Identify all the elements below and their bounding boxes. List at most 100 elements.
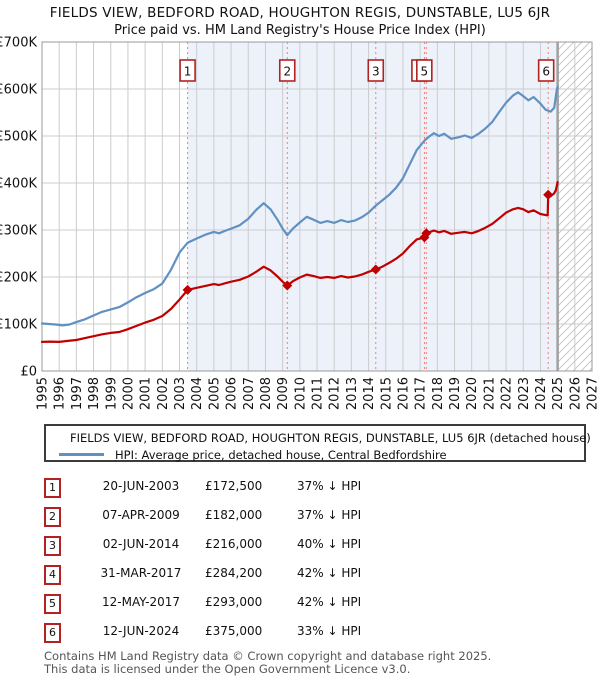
hpi-line: [40, 85, 559, 327]
ownership-period-shading: [187, 42, 558, 371]
svg-text:2006: 2006: [225, 377, 240, 410]
sale-price: £293,000: [205, 595, 263, 609]
sale-number-badge: 5: [44, 594, 61, 614]
sale-price: £216,000: [205, 537, 263, 551]
copyright-footer: Contains HM Land Registry data © Crown c…: [44, 650, 491, 676]
page-title: FIELDS VIEW, BEDFORD ROAD, HOUGHTON REGI…: [49, 5, 551, 21]
svg-text:1: 1: [184, 65, 192, 79]
sale-price: £172,500: [205, 479, 263, 493]
sale-pct-vs-hpi: 37% ↓ HPI: [297, 479, 362, 493]
price-history-chart: 1 2 3 5 6 £0 £100K £200K £300K £400K £500K £600K £70…: [0, 36, 600, 411]
sale-flag-3: [367, 59, 385, 82]
svg-text:£600K: £600K: [0, 83, 37, 98]
legend-label-hpi: HPI: Average price, detached house, Cent…: [115, 447, 447, 462]
sale-number-badge: 3: [44, 536, 61, 556]
svg-text:2019: 2019: [448, 377, 463, 410]
svg-text:£700K: £700K: [0, 36, 37, 51]
sale-marker-1: [182, 284, 193, 295]
svg-text:2017: 2017: [414, 377, 429, 410]
svg-text:2005: 2005: [207, 377, 222, 410]
sale-marker-3: [370, 264, 381, 275]
svg-text:2020: 2020: [465, 377, 480, 410]
svg-text:2018: 2018: [431, 377, 446, 410]
sale-number-badge: 6: [44, 623, 61, 643]
sale-flag-1: [179, 59, 196, 82]
sale-flag-5: [416, 59, 433, 82]
svg-text:£500K: £500K: [0, 130, 37, 145]
sale-date: 12-JUN-2024: [102, 624, 180, 638]
sale-date: 07-APR-2009: [102, 508, 180, 522]
sale-date: 31-MAR-2017: [100, 566, 182, 580]
legend-entry-hpi: HPI: Average price, detached house, Cent…: [46, 446, 584, 463]
svg-text:6: 6: [542, 65, 550, 79]
svg-text:£400K: £400K: [0, 177, 37, 192]
svg-text:2022: 2022: [500, 377, 515, 410]
svg-text:2012: 2012: [328, 377, 343, 410]
sale-row-3: 3 02-JUN-2014 £216,000 40% ↓ HPI: [44, 534, 584, 563]
legend-swatch-hpi-line: [59, 453, 104, 456]
svg-text:2011: 2011: [311, 377, 326, 410]
svg-text:2003: 2003: [173, 377, 188, 410]
sale-marker-5: [421, 228, 432, 239]
svg-text:2023: 2023: [517, 377, 532, 410]
svg-text:2013: 2013: [345, 377, 360, 410]
sale-number-badge: 1: [44, 478, 61, 498]
svg-text:2026: 2026: [568, 377, 583, 410]
x-axis-labels: 1995 1996 1997 1998 1999 2000 2001 2002 2003 2004…: [36, 377, 600, 410]
sale-flag-6: [537, 59, 555, 82]
sale-price: £284,200: [205, 566, 263, 580]
svg-text:£200K: £200K: [0, 271, 37, 286]
sale-number-flags: 1 2 3 5 6: [179, 59, 555, 82]
sale-number-badge: 2: [44, 507, 61, 527]
chart-render-root: 1 2 3 5 6 £0 £100K £200K £300K £400K £500K £600K £70…: [0, 36, 600, 411]
svg-text:2002: 2002: [156, 377, 171, 410]
sale-marker-2: [282, 280, 293, 291]
svg-text:1999: 1999: [104, 377, 119, 410]
svg-text:2008: 2008: [259, 377, 274, 410]
sale-row-5: 5 12-MAY-2017 £293,000 42% ↓ HPI: [44, 592, 584, 621]
sale-number-badge: 4: [44, 565, 61, 585]
y-axis-labels: £0 £100K £200K £300K £400K £500K £600K £700K: [0, 36, 37, 380]
svg-text:1996: 1996: [53, 377, 68, 410]
svg-text:2027: 2027: [586, 377, 600, 410]
sale-pct-vs-hpi: 42% ↓ HPI: [297, 566, 362, 580]
svg-text:2001: 2001: [139, 377, 154, 410]
svg-text:2: 2: [283, 65, 291, 79]
sale-date: 12-MAY-2017: [101, 595, 180, 609]
plot-border: [41, 41, 593, 372]
footer-line-1: Contains HM Land Registry data © Crown c…: [44, 649, 492, 663]
price-paid-line: [40, 181, 559, 343]
sale-price: £375,000: [205, 624, 263, 638]
svg-text:2016: 2016: [396, 377, 411, 410]
footer-line-2: This data is licensed under the Open Gov…: [44, 662, 411, 676]
legend-entry-price: FIELDS VIEW, BEDFORD ROAD, HOUGHTON REGI…: [46, 429, 591, 446]
sale-date: 20-JUN-2003: [102, 479, 180, 493]
svg-text:2015: 2015: [379, 377, 394, 410]
svg-text:£0: £0: [20, 365, 37, 380]
sales-table: 1 20-JUN-2003 £172,500 37% ↓ HPI 2 07-AP…: [44, 476, 584, 650]
sale-pct-vs-hpi: 40% ↓ HPI: [297, 537, 362, 551]
sale-pct-vs-hpi: 33% ↓ HPI: [297, 624, 362, 638]
svg-text:2021: 2021: [482, 377, 497, 410]
svg-text:2025: 2025: [551, 377, 566, 410]
sale-pct-vs-hpi: 37% ↓ HPI: [297, 508, 362, 522]
sale-row-4: 4 31-MAR-2017 £284,200 42% ↓ HPI: [44, 563, 584, 592]
sale-price: £182,000: [205, 508, 263, 522]
svg-text:£100K: £100K: [0, 318, 37, 333]
page-subtitle: Price paid vs. HM Land Registry's House …: [114, 23, 486, 38]
sale-row-2: 2 07-APR-2009 £182,000 37% ↓ HPI: [44, 505, 584, 534]
svg-text:5: 5: [420, 65, 428, 79]
sale-date: 02-JUN-2014: [102, 537, 180, 551]
svg-text:2007: 2007: [242, 377, 257, 410]
chart-legend: FIELDS VIEW, BEDFORD ROAD, HOUGHTON REGI…: [44, 424, 591, 463]
svg-text:2010: 2010: [293, 377, 308, 410]
svg-text:2004: 2004: [190, 377, 205, 410]
sale-row-1: 1 20-JUN-2003 £172,500 37% ↓ HPI: [44, 476, 584, 505]
svg-text:1995: 1995: [36, 377, 51, 410]
svg-text:1998: 1998: [87, 377, 102, 410]
sale-flag-2: [278, 59, 296, 82]
svg-text:2014: 2014: [362, 377, 377, 410]
svg-text:£300K: £300K: [0, 224, 37, 239]
svg-text:2000: 2000: [121, 377, 136, 410]
